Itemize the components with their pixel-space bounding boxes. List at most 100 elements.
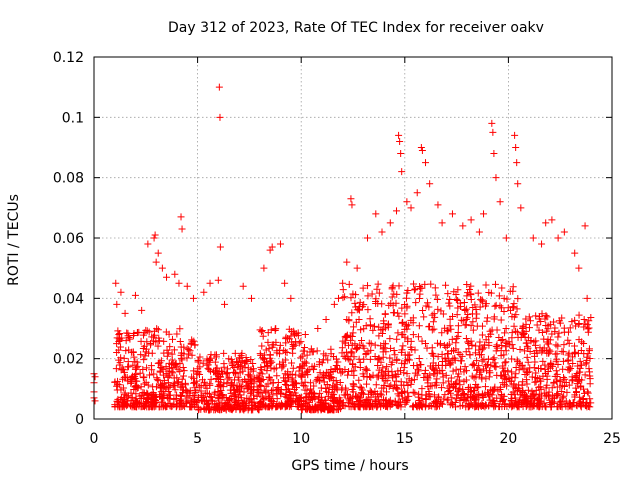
data-point bbox=[370, 322, 378, 330]
data-point bbox=[427, 280, 435, 288]
data-point bbox=[466, 351, 474, 359]
data-point bbox=[129, 332, 137, 340]
data-point bbox=[386, 354, 394, 362]
data-point bbox=[509, 287, 517, 295]
data-point bbox=[180, 372, 188, 380]
data-point bbox=[163, 352, 171, 360]
data-point bbox=[475, 228, 483, 236]
data-point bbox=[327, 345, 335, 353]
data-point bbox=[171, 361, 179, 369]
data-point bbox=[387, 344, 395, 352]
data-point bbox=[346, 356, 354, 364]
data-point bbox=[417, 361, 425, 369]
data-point bbox=[494, 387, 502, 395]
data-point bbox=[467, 216, 475, 224]
data-point bbox=[512, 144, 520, 151]
data-point bbox=[162, 384, 170, 392]
data-point bbox=[312, 377, 320, 385]
data-point bbox=[225, 355, 233, 363]
data-point bbox=[140, 380, 148, 388]
data-point bbox=[200, 288, 208, 296]
data-point bbox=[412, 402, 420, 410]
data-point bbox=[461, 321, 469, 329]
data-point bbox=[485, 367, 493, 375]
data-point bbox=[322, 352, 330, 360]
data-point bbox=[342, 354, 350, 362]
data-point bbox=[521, 370, 529, 378]
data-point bbox=[533, 321, 541, 329]
data-point bbox=[409, 314, 417, 322]
data-point bbox=[273, 372, 281, 380]
data-point bbox=[159, 365, 167, 373]
data-point bbox=[473, 310, 481, 318]
data-point bbox=[553, 377, 561, 385]
data-point bbox=[585, 317, 593, 325]
data-point bbox=[309, 393, 317, 401]
data-point bbox=[439, 370, 447, 378]
data-point bbox=[422, 302, 430, 310]
data-point bbox=[265, 393, 273, 401]
data-point bbox=[246, 375, 254, 383]
data-point bbox=[307, 379, 315, 387]
data-point bbox=[344, 399, 352, 407]
data-point bbox=[529, 234, 537, 242]
data-point bbox=[456, 397, 464, 405]
data-point bbox=[220, 349, 228, 357]
data-point bbox=[354, 343, 362, 351]
data-point bbox=[163, 346, 171, 354]
data-point bbox=[428, 344, 436, 352]
data-point bbox=[366, 322, 374, 330]
data-point bbox=[585, 365, 593, 373]
data-point bbox=[428, 364, 436, 372]
data-point bbox=[171, 270, 179, 278]
data-point bbox=[586, 395, 594, 403]
data-point bbox=[122, 400, 130, 408]
data-point bbox=[564, 328, 572, 336]
data-point bbox=[532, 312, 540, 320]
data-point bbox=[276, 240, 284, 248]
data-point bbox=[322, 399, 330, 407]
data-point bbox=[205, 366, 213, 374]
data-point bbox=[548, 330, 556, 338]
data-point bbox=[546, 347, 554, 355]
data-point bbox=[476, 338, 484, 346]
data-point bbox=[322, 315, 330, 323]
data-point bbox=[332, 365, 340, 373]
data-point bbox=[349, 393, 357, 401]
y-tick-label: 0 bbox=[75, 412, 84, 428]
data-point bbox=[121, 309, 129, 317]
data-point bbox=[177, 343, 185, 351]
data-point bbox=[430, 399, 438, 407]
data-point bbox=[505, 338, 513, 346]
data-point bbox=[510, 322, 518, 330]
data-point bbox=[493, 394, 501, 402]
data-point bbox=[447, 359, 455, 367]
data-point bbox=[378, 384, 386, 392]
data-point bbox=[247, 356, 255, 364]
data-point bbox=[386, 335, 394, 343]
data-point bbox=[222, 394, 230, 402]
data-point bbox=[513, 305, 521, 313]
data-point bbox=[155, 334, 163, 342]
data-point bbox=[332, 384, 340, 392]
data-point bbox=[378, 391, 386, 399]
data-point bbox=[288, 359, 296, 367]
data-point bbox=[173, 374, 181, 382]
data-point bbox=[510, 300, 518, 308]
data-point bbox=[113, 340, 121, 348]
data-point bbox=[517, 204, 525, 212]
data-point bbox=[356, 364, 364, 372]
data-point bbox=[480, 210, 488, 218]
data-point bbox=[294, 396, 302, 404]
data-point bbox=[560, 374, 568, 382]
data-point bbox=[168, 356, 176, 364]
data-point bbox=[399, 319, 407, 327]
data-point bbox=[407, 204, 415, 212]
data-point bbox=[123, 394, 131, 402]
data-point bbox=[148, 366, 156, 374]
data-point bbox=[563, 388, 571, 396]
data-point bbox=[360, 355, 368, 363]
data-point bbox=[114, 398, 122, 406]
data-point bbox=[521, 347, 529, 355]
